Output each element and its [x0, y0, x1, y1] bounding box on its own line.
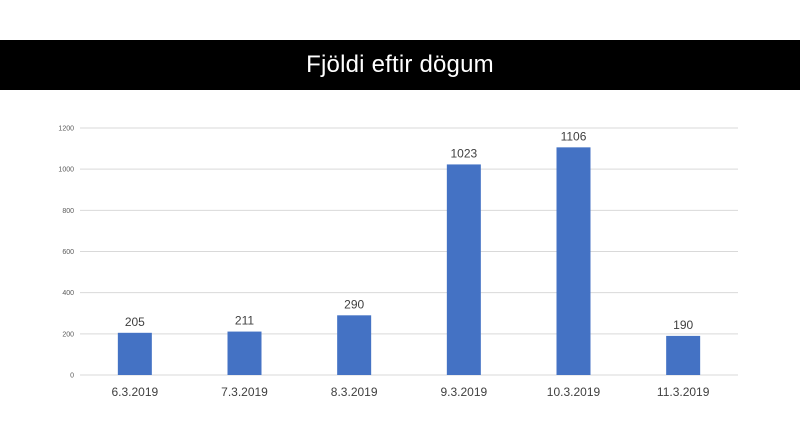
y-axis-ticks: 0 200 400 600 800 1000 1200 [58, 126, 74, 380]
gridlines [80, 127, 738, 376]
y-tick-label: 0 [70, 373, 74, 380]
x-tick-label: 9.3.2019 [440, 385, 487, 399]
y-tick-label: 1000 [58, 167, 74, 174]
title-bar: Fjöldi eftir dögum [0, 40, 800, 90]
bars [117, 147, 701, 375]
bar [227, 331, 262, 375]
x-tick-label: 11.3.2019 [657, 385, 710, 399]
y-tick-label: 1200 [58, 126, 74, 133]
x-tick-label: 6.3.2019 [111, 385, 158, 399]
data-label: 211 [235, 314, 254, 328]
data-label: 1023 [450, 146, 477, 160]
data-label: 1106 [561, 129, 587, 143]
y-tick-label: 600 [62, 249, 74, 256]
y-tick-label: 200 [62, 331, 74, 338]
y-tick-label: 400 [62, 290, 74, 297]
bar [117, 332, 152, 375]
y-tick-label: 800 [62, 208, 74, 215]
bar [446, 164, 481, 375]
data-labels: 205 211 290 1023 1106 190 [125, 129, 694, 332]
x-tick-label: 7.3.2019 [221, 385, 268, 399]
x-axis-labels: 6.3.2019 7.3.2019 8.3.2019 9.3.2019 10.3.201… [111, 385, 709, 399]
bar [337, 315, 372, 375]
bar [556, 147, 591, 375]
data-label: 190 [673, 318, 693, 332]
data-label: 290 [344, 297, 364, 311]
chart-title: Fjöldi eftir dögum [306, 51, 494, 78]
x-tick-label: 8.3.2019 [331, 385, 378, 399]
data-label: 205 [125, 315, 145, 329]
bar [666, 335, 701, 375]
x-tick-label: 10.3.2019 [547, 385, 601, 399]
